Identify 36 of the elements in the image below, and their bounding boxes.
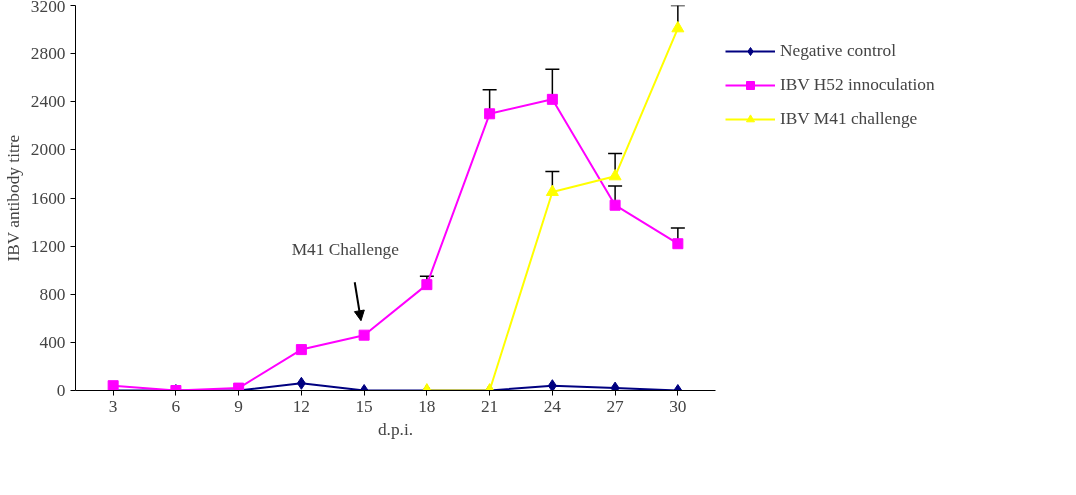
- legend-label: Negative control: [780, 41, 896, 61]
- annotation: M41 Challenge: [291, 240, 400, 260]
- x-tick-label: 12: [292, 396, 311, 416]
- legend-label: IBV M41 challenge: [780, 109, 918, 129]
- point: [107, 380, 119, 391]
- y-tick-label: 2400: [30, 92, 66, 112]
- x-tick-label: 9: [234, 396, 243, 416]
- x-axis-title: d.p.i.: [377, 419, 414, 439]
- y-tick-label: 1200: [30, 236, 66, 256]
- x-tick-label: 30: [669, 396, 687, 416]
- x-tick-label: 27: [606, 396, 625, 416]
- point: [609, 199, 621, 211]
- point: [547, 379, 557, 391]
- y-tick-label: 3200: [30, 0, 66, 16]
- point: [296, 376, 306, 390]
- y-tick-label: 0: [56, 381, 66, 400]
- y-tick-label: 400: [39, 332, 66, 352]
- y-tick-label: 2800: [30, 44, 66, 64]
- point: [546, 93, 558, 105]
- point: [484, 108, 496, 120]
- y-tick-label: 2000: [30, 140, 66, 160]
- point: [672, 238, 684, 250]
- x-tick-label: 6: [171, 396, 181, 416]
- point: [608, 168, 622, 181]
- y-tick-label: 1600: [30, 188, 66, 208]
- x-tick-label: 15: [355, 396, 373, 416]
- point: [545, 184, 559, 196]
- x-tick-label: 21: [480, 396, 499, 416]
- point: [421, 279, 433, 291]
- x-tick-label: 3: [108, 396, 118, 416]
- point: [358, 329, 370, 341]
- x-tick-label: 18: [418, 396, 436, 416]
- legend-label: IBV H52 innoculation: [780, 75, 935, 95]
- y-axis-title: IBV antibody titre: [3, 134, 23, 262]
- y-tick-label: 800: [39, 284, 66, 304]
- x-tick-label: 24: [543, 396, 562, 416]
